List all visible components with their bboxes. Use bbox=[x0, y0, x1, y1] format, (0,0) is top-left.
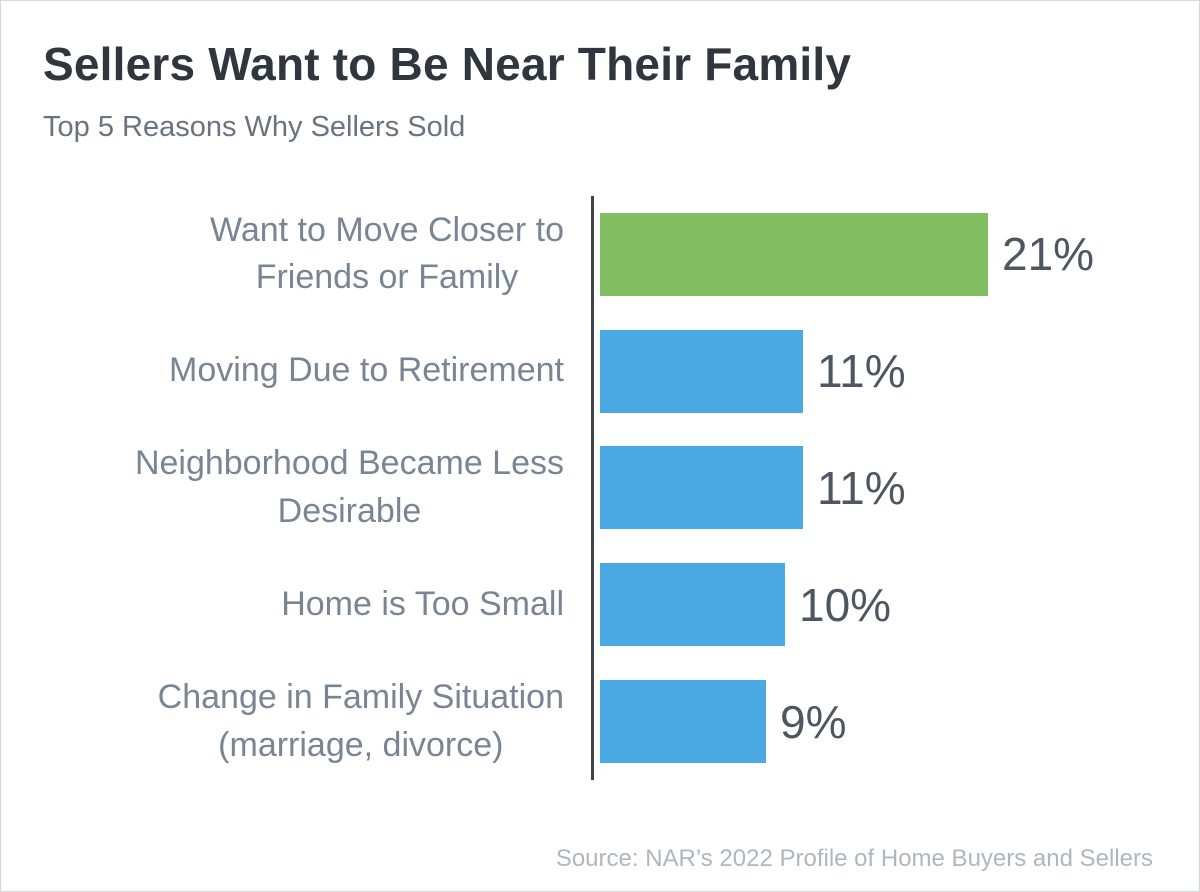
y-axis-line bbox=[591, 196, 594, 780]
chart-row: Change in Family Situation (marriage, di… bbox=[1, 663, 1199, 780]
chart-row: Neighborhood Became Less Desirable 11% bbox=[1, 430, 1199, 547]
source-credit: Source: NAR’s 2022 Profile of Home Buyer… bbox=[555, 845, 1153, 872]
category-label-cell: Change in Family Situation (marriage, di… bbox=[1, 674, 564, 769]
chart-row: Want to Move Closer to Friends or Family… bbox=[1, 196, 1199, 313]
bar-area: 9% bbox=[600, 680, 847, 764]
category-label: Home is Too Small bbox=[281, 584, 564, 623]
category-label: Change in Family Situation (marriage, di… bbox=[157, 677, 564, 764]
category-label-cell: Want to Move Closer to Friends or Family bbox=[1, 207, 564, 302]
bar-chart: Want to Move Closer to Friends or Family… bbox=[1, 196, 1199, 780]
chart-subtitle: Top 5 Reasons Why Sellers Sold bbox=[43, 111, 466, 143]
bar bbox=[600, 563, 785, 647]
value-label: 21% bbox=[1002, 228, 1095, 281]
value-label: 10% bbox=[799, 578, 892, 631]
bar bbox=[600, 212, 988, 296]
chart-title: Sellers Want to Be Near Their Family bbox=[43, 38, 852, 90]
category-label-cell: Moving Due to Retirement bbox=[1, 347, 564, 395]
bar bbox=[600, 680, 766, 764]
value-label: 11% bbox=[817, 345, 906, 398]
bar-area: 11% bbox=[600, 446, 906, 530]
category-label-cell: Neighborhood Became Less Desirable bbox=[1, 440, 564, 535]
category-label: Neighborhood Became Less Desirable bbox=[134, 444, 564, 530]
category-label: Moving Due to Retirement bbox=[169, 351, 564, 390]
bar-area: 11% bbox=[600, 329, 906, 413]
value-label: 9% bbox=[780, 695, 847, 748]
chart-row: Moving Due to Retirement 11% bbox=[1, 313, 1199, 430]
chart-row: Home is Too Small 10% bbox=[1, 546, 1199, 663]
category-label: Want to Move Closer to Friends or Family bbox=[210, 210, 564, 297]
bar bbox=[600, 446, 803, 530]
bar-area: 10% bbox=[600, 563, 892, 647]
category-label-cell: Home is Too Small bbox=[1, 581, 564, 629]
bar bbox=[600, 329, 803, 413]
value-label: 11% bbox=[817, 461, 906, 514]
bar-area: 21% bbox=[600, 212, 1095, 296]
